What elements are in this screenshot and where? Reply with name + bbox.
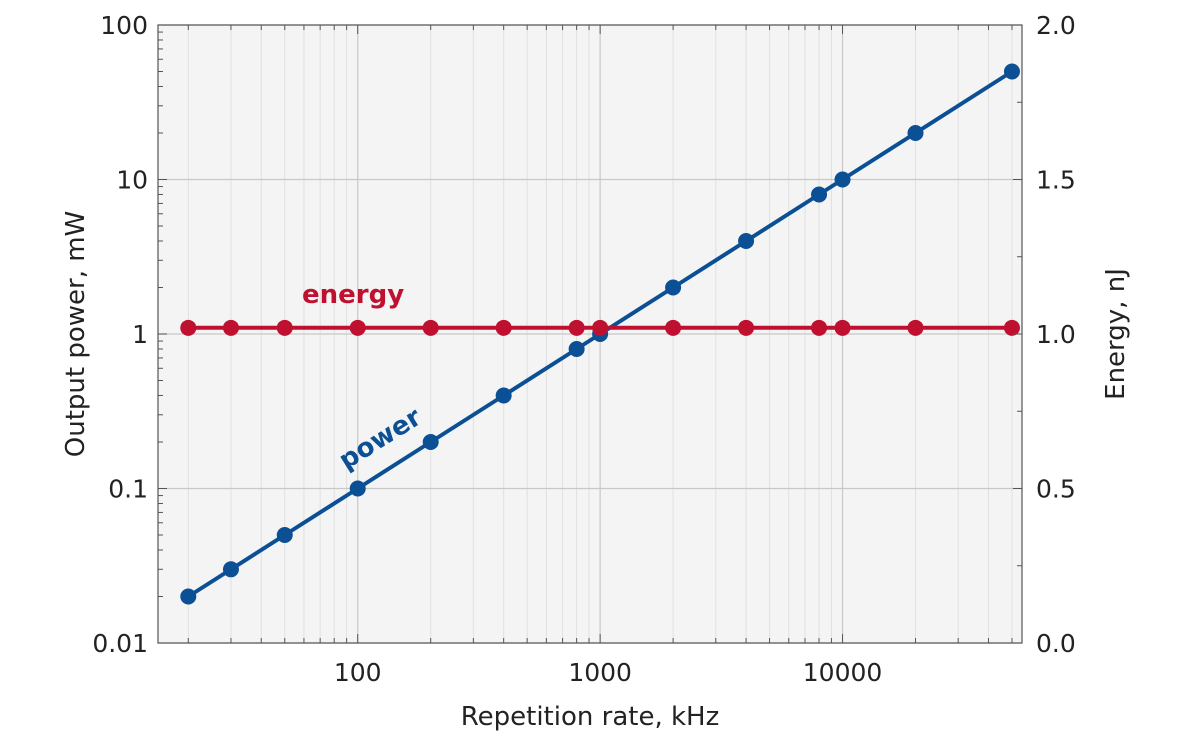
y-right-tick-label: 0.0: [1036, 629, 1076, 658]
data-point-power: [907, 124, 924, 141]
data-point-power: [495, 387, 512, 404]
data-point-energy: [592, 319, 609, 336]
data-point-power: [1003, 63, 1020, 80]
data-point-energy: [349, 319, 366, 336]
x-tick-label: 10000: [803, 658, 883, 687]
y-left-tick-label: 0.1: [108, 475, 148, 504]
x-axis-title: Repetition rate, kHz: [461, 702, 719, 732]
data-point-power: [222, 561, 239, 578]
series-layer: [180, 63, 1020, 605]
data-point-energy: [180, 319, 197, 336]
data-point-power: [811, 186, 828, 203]
data-point-power: [568, 340, 585, 357]
ticks-layer: [158, 24, 1022, 644]
tick-labels: 100 1000 10000 0.01 0.1 1 10 100 0.0 0.5 1.0 1.5 2.0: [92, 11, 1075, 687]
y-left-tick-label: 10: [116, 166, 148, 195]
data-point-power: [665, 279, 682, 296]
data-point-power: [422, 433, 439, 450]
data-point-energy: [738, 319, 755, 336]
data-point-energy: [1003, 319, 1020, 336]
y-right-tick-label: 1.0: [1036, 320, 1076, 349]
data-point-energy: [222, 319, 239, 336]
right-y-axis-title: Energy, nJ: [1101, 268, 1131, 400]
y-left-tick-label: 1: [132, 320, 148, 349]
left-y-axis-title: Output power, mW: [61, 211, 91, 458]
y-left-tick-label: 0.01: [92, 629, 148, 658]
data-point-power: [180, 588, 197, 605]
data-point-energy: [568, 319, 585, 336]
y-left-tick-label: 100: [100, 11, 148, 40]
data-point-energy: [907, 319, 924, 336]
data-point-energy: [811, 319, 828, 336]
data-point-energy: [834, 319, 851, 336]
data-point-power: [834, 171, 851, 188]
data-point-power: [276, 527, 293, 544]
data-point-energy: [422, 319, 439, 336]
series-label-energy: energy: [302, 280, 404, 310]
y-right-tick-label: 2.0: [1036, 11, 1076, 40]
x-tick-label: 1000: [568, 658, 632, 687]
x-tick-label: 100: [334, 658, 382, 687]
data-point-energy: [495, 319, 512, 336]
data-point-power: [349, 480, 366, 497]
y-right-tick-label: 0.5: [1036, 475, 1076, 504]
data-point-energy: [665, 319, 682, 336]
y-right-tick-label: 1.5: [1036, 166, 1076, 195]
data-point-energy: [276, 319, 293, 336]
data-point-power: [738, 232, 755, 249]
